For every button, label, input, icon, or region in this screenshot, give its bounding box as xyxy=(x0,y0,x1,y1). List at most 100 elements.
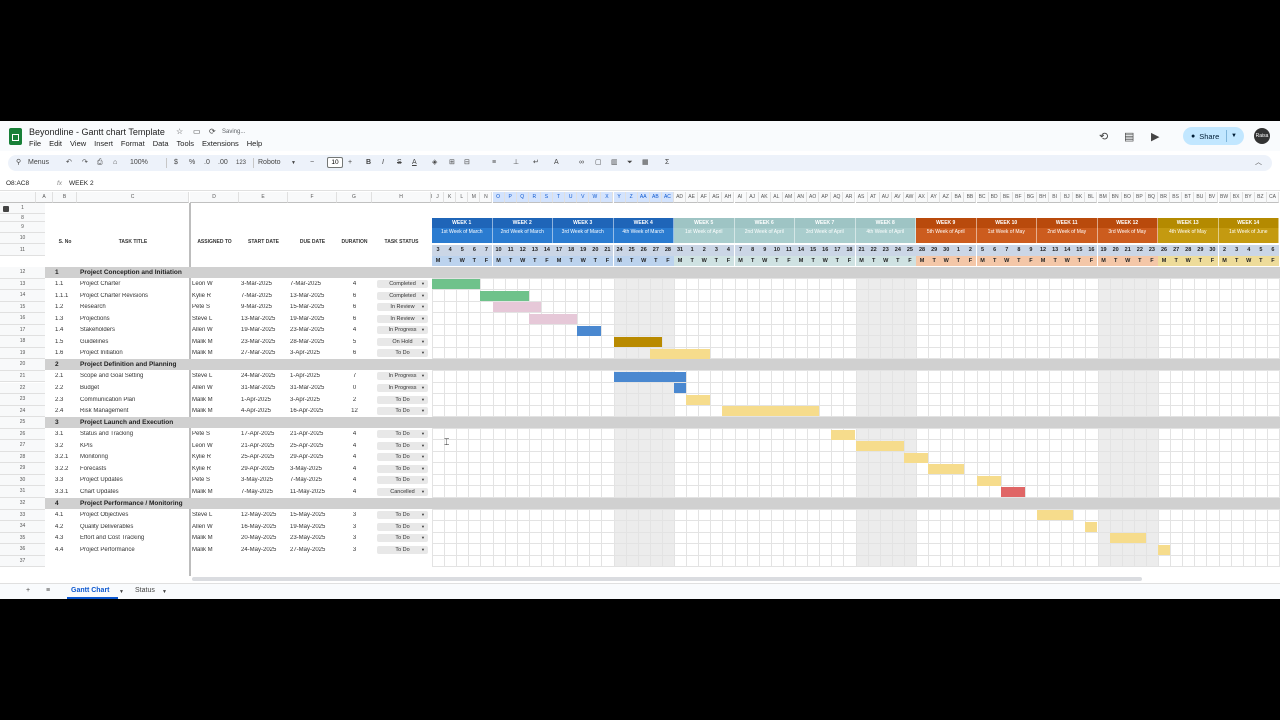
decrease-decimal[interactable]: .0 xyxy=(204,159,210,166)
row-header[interactable]: 12 xyxy=(0,267,45,279)
row-header[interactable]: 21 xyxy=(0,370,45,383)
phase-title[interactable]: Project Performance / Monitoring xyxy=(80,500,183,507)
duration[interactable]: 2 xyxy=(352,396,357,403)
status-dropdown[interactable]: In Review ▼ xyxy=(377,314,428,323)
start-date[interactable]: 7-Mar-2025 xyxy=(241,292,273,299)
gantt-bar[interactable] xyxy=(855,441,904,452)
chevron-down-icon[interactable]: ▼ xyxy=(421,281,425,287)
task-title[interactable]: Project Charter xyxy=(80,281,121,288)
task-number[interactable]: 1.5 xyxy=(55,338,64,345)
column-header[interactable]: E xyxy=(239,192,288,203)
column-header[interactable]: BC xyxy=(976,192,989,203)
duration[interactable]: 4 xyxy=(352,454,357,461)
task-title[interactable]: Project Updates xyxy=(80,477,123,484)
chevron-down-icon[interactable]: ▼ xyxy=(421,315,425,321)
row-header[interactable]: 34 xyxy=(0,521,45,533)
duration[interactable]: 6 xyxy=(352,304,357,311)
assigned-to[interactable]: Pete S xyxy=(192,304,211,311)
chevron-down-icon[interactable]: ▼ xyxy=(421,327,425,333)
zoom-select[interactable]: 100% xyxy=(130,159,148,166)
chevron-down-icon[interactable]: ▼ xyxy=(421,512,425,518)
row-header[interactable]: 18 xyxy=(0,336,45,348)
column-header[interactable]: G xyxy=(337,192,372,203)
column-header[interactable]: AB xyxy=(649,192,662,203)
column-header[interactable]: W xyxy=(589,192,602,203)
start-date[interactable]: 12-May-2025 xyxy=(241,512,277,519)
column-header[interactable]: AY xyxy=(928,192,941,203)
row-header[interactable]: 25 xyxy=(0,417,45,429)
column-header[interactable]: V xyxy=(577,192,590,203)
assigned-to[interactable]: Leon W xyxy=(192,442,213,449)
row-header[interactable]: 23 xyxy=(0,394,45,406)
chevron-down-icon[interactable]: ▼ xyxy=(119,589,124,595)
column-header[interactable]: H xyxy=(372,192,431,203)
duration[interactable]: 4 xyxy=(352,281,357,288)
column-header[interactable]: BS xyxy=(1170,192,1183,203)
task-number[interactable]: 3.2 xyxy=(55,442,64,449)
due-date[interactable]: 16-Apr-2025 xyxy=(290,408,324,415)
start-date[interactable]: 24-Mar-2025 xyxy=(241,373,276,380)
functions-icon[interactable]: Σ xyxy=(665,159,670,166)
duration[interactable]: 6 xyxy=(352,350,357,357)
row-header[interactable]: 29 xyxy=(0,463,45,475)
column-header[interactable]: BV xyxy=(1206,192,1219,203)
task-number[interactable]: 2.4 xyxy=(55,408,64,415)
status-dropdown[interactable]: In Review ▼ xyxy=(377,303,428,312)
task-number[interactable]: 3.3 xyxy=(55,477,64,484)
version-history-icon[interactable]: ⟲ xyxy=(1099,131,1109,143)
tab-status[interactable]: Status xyxy=(135,587,155,594)
row-header[interactable]: 24 xyxy=(0,405,45,418)
undo-icon[interactable]: ↶ xyxy=(66,159,72,166)
due-date[interactable]: 11-May-2025 xyxy=(290,488,325,495)
due-date[interactable]: 15-Mar-2025 xyxy=(290,304,325,311)
filter-views-icon[interactable]: ▦ xyxy=(642,159,649,166)
row-header[interactable]: 37 xyxy=(0,555,45,568)
due-date[interactable]: 15-May-2025 xyxy=(290,512,326,519)
duration[interactable]: 4 xyxy=(352,488,357,495)
start-date[interactable]: 3-Mar-2025 xyxy=(241,281,273,288)
meet-icon[interactable]: ▶ xyxy=(1151,131,1160,143)
column-header[interactable]: T xyxy=(553,192,566,203)
comments-icon[interactable]: ▤ xyxy=(1124,131,1135,143)
text-rotate-icon[interactable]: A xyxy=(554,159,559,166)
column-header[interactable]: Z xyxy=(625,192,638,203)
column-header[interactable]: AL xyxy=(770,192,783,203)
task-number[interactable]: 1.4 xyxy=(55,327,64,334)
column-header[interactable]: BX xyxy=(1230,192,1243,203)
move-folder-icon[interactable]: ▭ xyxy=(193,127,201,136)
row-header[interactable]: 16 xyxy=(0,313,45,325)
column-header[interactable]: BB xyxy=(964,192,977,203)
task-title[interactable]: Forecasts xyxy=(80,465,107,472)
phase-number[interactable]: 1 xyxy=(55,269,59,276)
assigned-to[interactable]: Pete S xyxy=(192,431,211,438)
column-header[interactable]: B xyxy=(53,192,77,203)
due-date[interactable]: 3-Apr-2025 xyxy=(290,350,321,357)
gantt-bar[interactable] xyxy=(831,429,856,440)
status-dropdown[interactable]: In Progress ▼ xyxy=(377,384,428,392)
assigned-to[interactable]: Allen W xyxy=(192,523,213,530)
phase-number[interactable]: 2 xyxy=(55,361,59,369)
task-number[interactable]: 3.2.2 xyxy=(55,465,69,472)
task-number[interactable]: 2.2 xyxy=(55,385,64,391)
menu-insert[interactable]: Insert xyxy=(94,139,113,148)
status-dropdown[interactable]: To Do ▼ xyxy=(377,511,428,520)
duration[interactable]: 4 xyxy=(352,327,357,334)
row-header[interactable]: 1 xyxy=(0,203,45,214)
row-header[interactable]: 31 xyxy=(0,486,45,498)
avatar[interactable]: Raisa xyxy=(1254,128,1270,144)
assigned-to[interactable]: Steve L xyxy=(192,315,213,322)
assigned-to[interactable]: Kylie R xyxy=(192,465,212,472)
chevron-down-icon[interactable]: ▼ xyxy=(421,350,425,356)
column-header[interactable]: BZ xyxy=(1254,192,1267,203)
gantt-bar[interactable] xyxy=(722,406,820,417)
task-title[interactable]: Project Charter Revisions xyxy=(80,292,149,299)
start-date[interactable]: 1-Apr-2025 xyxy=(241,396,272,403)
due-date[interactable]: 7-May-2025 xyxy=(290,477,323,484)
increase-decimal[interactable]: .00 xyxy=(218,159,228,166)
column-header[interactable]: Q xyxy=(516,192,529,203)
start-date[interactable]: 27-Mar-2025 xyxy=(241,350,276,357)
task-title[interactable]: Quality Deliverables xyxy=(80,523,134,530)
due-date[interactable]: 19-Mar-2025 xyxy=(290,315,325,322)
chevron-down-icon[interactable]: ▼ xyxy=(421,396,425,402)
column-header[interactable]: K xyxy=(444,192,457,203)
